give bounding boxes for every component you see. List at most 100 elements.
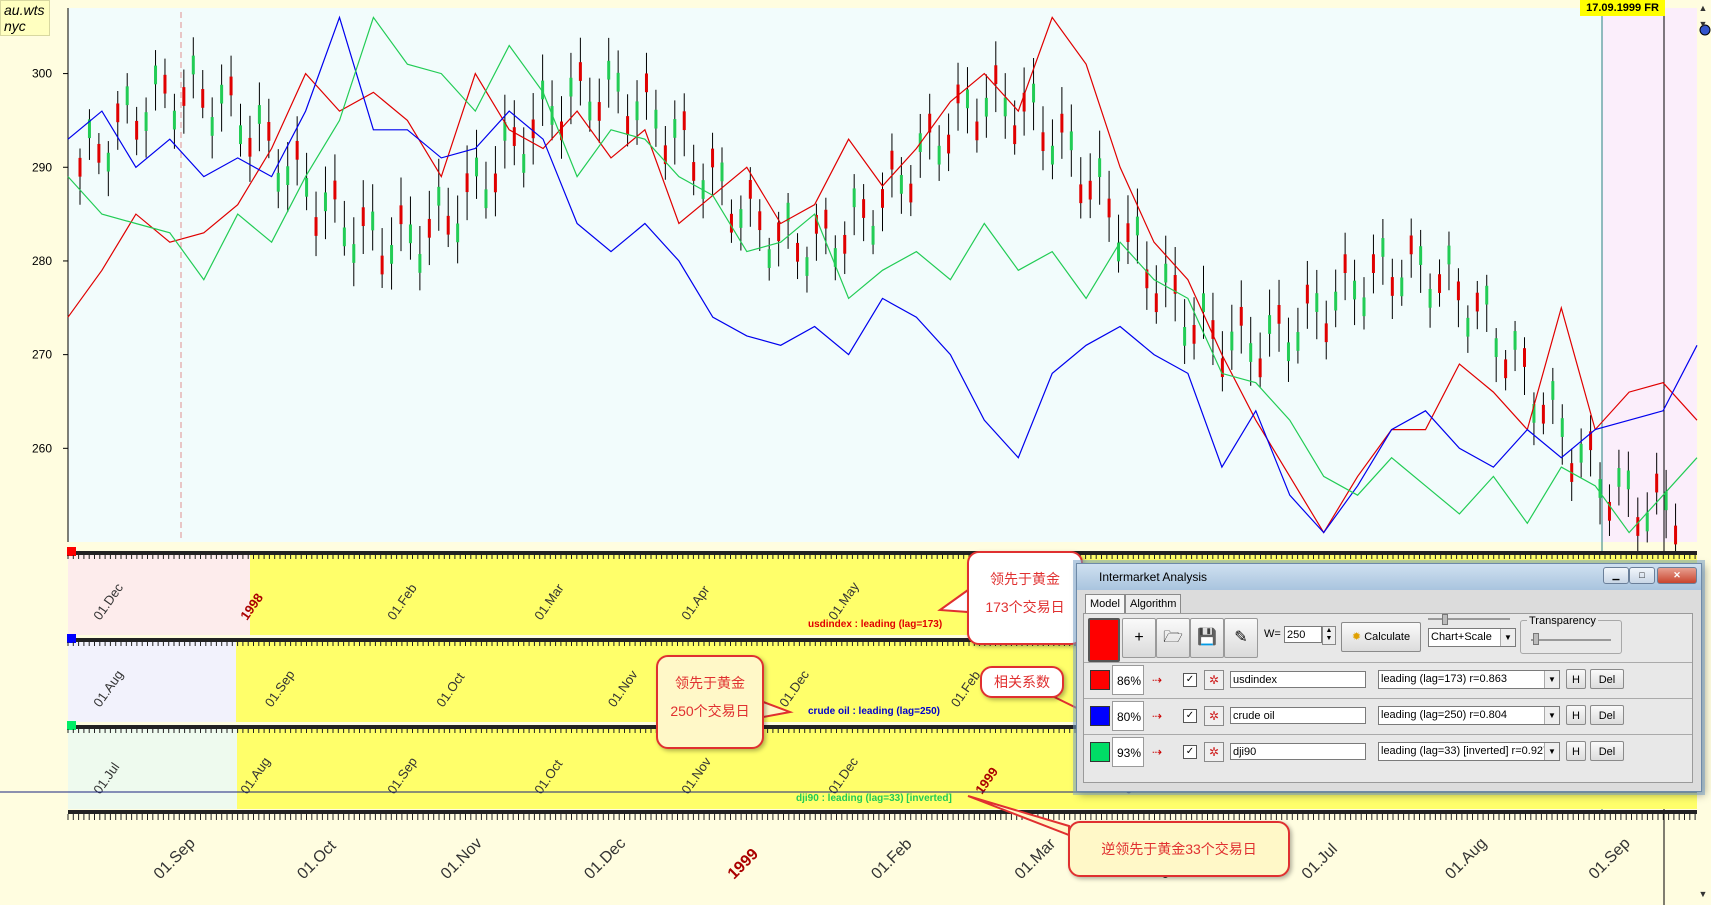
tab-model[interactable]: Model [1085, 594, 1125, 614]
scroll-up-icon[interactable]: ▲ [1698, 3, 1708, 13]
settings-gear-icon[interactable]: ✲ [1204, 706, 1224, 726]
zoom-slider-thumb[interactable] [1442, 614, 1448, 625]
color-picker-button[interactable] [1088, 618, 1120, 662]
minimize-icon[interactable]: ▁ [1603, 567, 1629, 584]
tab-algorithm[interactable]: Algorithm [1125, 594, 1182, 613]
series-color-swatch[interactable] [1090, 742, 1110, 762]
series-visible-checkbox[interactable]: ✓ [1183, 709, 1197, 723]
candle-body [522, 154, 526, 173]
close-icon[interactable]: ✕ [1657, 567, 1697, 584]
window-size-stepper[interactable]: ▲ ▼ [1322, 626, 1336, 645]
candle-body [352, 244, 356, 263]
scroll-down-icon[interactable]: ▼ [1698, 19, 1708, 29]
pencil-icon: ✎ [1234, 629, 1248, 646]
settings-gear-icon[interactable]: ✲ [1204, 742, 1224, 762]
timeline-strip-past [68, 640, 236, 722]
crudeoil-timeline-label: crude oil : leading (lag=250) [808, 706, 940, 717]
candle-body [1409, 235, 1413, 255]
series-hide-button[interactable]: H [1566, 669, 1586, 689]
candle-body [390, 245, 394, 264]
save-button[interactable]: 💾 [1190, 618, 1224, 658]
settings-gear-icon[interactable]: ✲ [1204, 670, 1224, 690]
candle-body [975, 121, 979, 141]
candle-body [1523, 348, 1526, 367]
dialog-titlebar[interactable]: Intermarket Analysis ▁ □ ✕ [1077, 564, 1701, 590]
series-visible-checkbox[interactable]: ✓ [1183, 745, 1197, 759]
candle-body [720, 162, 724, 182]
candle-body [994, 65, 998, 85]
candle-body [673, 119, 677, 138]
candle-body [276, 172, 280, 192]
series-color-swatch[interactable] [1090, 670, 1110, 690]
candle-body [456, 223, 460, 243]
series-hide-button[interactable]: H [1566, 741, 1586, 761]
series-color-swatch[interactable] [1090, 706, 1110, 726]
series-hide-button[interactable]: H [1566, 705, 1586, 725]
series-percent: 80% [1112, 701, 1144, 731]
candle-body [1032, 83, 1036, 103]
series-name-input[interactable]: usdindex [1230, 671, 1366, 688]
series-name-input[interactable]: crude oil [1230, 707, 1366, 724]
candle-body [965, 89, 969, 109]
candle-body [333, 180, 337, 200]
candle-body [1475, 292, 1479, 312]
callout-correlation: 相关系数 [980, 666, 1064, 698]
series-result-select[interactable]: leading (lag=33) [inverted] r=0.927 ▼ [1378, 742, 1560, 761]
series-delete-button[interactable]: Del [1590, 669, 1624, 689]
candle-body [1088, 180, 1092, 200]
candle-body [909, 183, 913, 203]
series-delete-button[interactable]: Del [1590, 705, 1624, 725]
scroll-bottom-icon[interactable]: ▼ [1698, 889, 1708, 899]
candle-body [1050, 145, 1054, 165]
calculate-label: Calculate [1364, 631, 1411, 643]
candle-body [1419, 246, 1423, 265]
candle-body [711, 148, 715, 168]
display-mode-select[interactable]: Chart+Scale ▼ [1428, 628, 1516, 647]
candle-body [597, 102, 601, 121]
candle-body [1494, 338, 1498, 357]
series-result-select[interactable]: leading (lag=173) r=0.863 ▼ [1378, 670, 1560, 689]
candle-body [588, 101, 592, 121]
candle-body [663, 145, 667, 165]
candle-body [371, 211, 375, 231]
candle-body [1202, 293, 1205, 313]
window-size-input[interactable]: 250 [1284, 626, 1322, 643]
candle-body [739, 209, 743, 228]
series-visible-checkbox[interactable]: ✓ [1183, 673, 1197, 687]
candle-body [607, 60, 611, 80]
floppy-icon: 💾 [1197, 629, 1217, 646]
zoom-slider[interactable] [1428, 618, 1510, 620]
calculate-button[interactable]: ✹ Calculate [1341, 622, 1421, 652]
candle-body [1164, 263, 1168, 283]
candle-body [796, 242, 800, 262]
open-button[interactable]: 🗁 [1156, 618, 1190, 658]
edit-button[interactable]: ✎ [1224, 618, 1258, 658]
model-panel: + 🗁 💾 ✎ W= 250 ▲ ▼ ✹ Calculate Chart+Scal… [1083, 613, 1693, 783]
series-result-select[interactable]: leading (lag=250) r=0.804 ▼ [1378, 706, 1560, 725]
candle-body [97, 143, 101, 163]
transparency-slider[interactable] [1531, 639, 1611, 641]
add-series-button[interactable]: + [1122, 618, 1156, 658]
series-delete-button[interactable]: Del [1590, 741, 1624, 761]
lag-arrows-icon[interactable]: ⇢ [1152, 745, 1163, 759]
candle-body [239, 125, 242, 145]
lag-arrows-icon[interactable]: ⇢ [1152, 709, 1163, 723]
candle-body [295, 140, 299, 160]
transparency-slider-thumb[interactable] [1533, 633, 1539, 645]
candle-body [512, 127, 516, 146]
series-name-input[interactable]: dji90 [1230, 743, 1366, 760]
candle-body [1154, 293, 1158, 313]
candle-body [1560, 418, 1564, 437]
price-tick-label: 270 [32, 348, 52, 362]
candle-body [87, 119, 91, 139]
candle-body [1211, 320, 1215, 339]
candle-body [220, 84, 224, 104]
intermarket-analysis-dialog: Intermarket Analysis ▁ □ ✕ Model Algorit… [1076, 563, 1702, 792]
globe-icon [1699, 24, 1711, 36]
lag-arrows-icon[interactable]: ⇢ [1152, 673, 1163, 687]
series-list: 86% ⇢ ✓ ✲ usdindex leading (lag=173) r=0… [1084, 662, 1692, 772]
candle-body [1598, 479, 1602, 498]
maximize-icon[interactable]: □ [1629, 567, 1655, 584]
candle-body [1013, 125, 1017, 145]
